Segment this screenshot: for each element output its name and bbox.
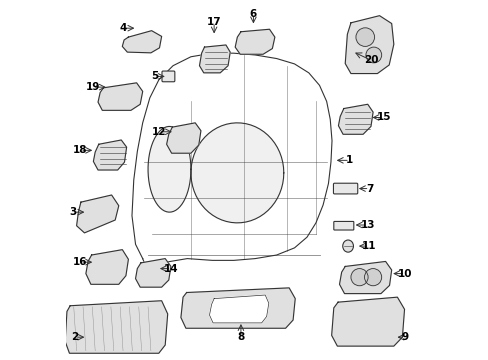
Polygon shape — [181, 288, 295, 328]
Text: 8: 8 — [237, 332, 244, 342]
Text: 4: 4 — [119, 23, 126, 33]
Polygon shape — [339, 261, 391, 294]
Polygon shape — [135, 258, 171, 287]
Text: 11: 11 — [362, 241, 376, 251]
Text: 2: 2 — [71, 332, 78, 342]
Polygon shape — [65, 301, 167, 353]
Polygon shape — [191, 123, 283, 223]
Text: 12: 12 — [151, 127, 166, 137]
FancyBboxPatch shape — [333, 221, 353, 230]
Circle shape — [365, 47, 381, 63]
Text: 7: 7 — [365, 184, 372, 194]
FancyBboxPatch shape — [333, 183, 357, 194]
Ellipse shape — [342, 240, 353, 252]
Polygon shape — [345, 16, 393, 73]
Circle shape — [364, 269, 381, 286]
Polygon shape — [209, 295, 268, 323]
Text: 20: 20 — [364, 55, 378, 65]
Text: 10: 10 — [397, 269, 412, 279]
Text: 5: 5 — [150, 71, 158, 81]
Polygon shape — [338, 104, 372, 134]
Text: 6: 6 — [249, 9, 257, 19]
Text: 9: 9 — [401, 332, 408, 342]
Polygon shape — [199, 45, 230, 73]
Text: 13: 13 — [360, 220, 374, 230]
Text: 15: 15 — [376, 112, 390, 122]
Text: 14: 14 — [163, 264, 178, 274]
Circle shape — [350, 269, 367, 286]
FancyBboxPatch shape — [162, 71, 175, 82]
Polygon shape — [98, 83, 142, 111]
Text: 17: 17 — [206, 17, 221, 27]
Polygon shape — [122, 31, 162, 53]
Text: 18: 18 — [73, 145, 87, 156]
Polygon shape — [132, 53, 331, 267]
Circle shape — [355, 28, 374, 46]
Polygon shape — [77, 195, 119, 233]
Polygon shape — [166, 123, 201, 153]
Text: 3: 3 — [69, 207, 77, 217]
Polygon shape — [235, 29, 274, 54]
Polygon shape — [86, 249, 128, 284]
Text: 19: 19 — [85, 82, 100, 92]
Polygon shape — [331, 297, 404, 346]
Text: 1: 1 — [346, 156, 353, 165]
Text: 16: 16 — [73, 257, 87, 267]
Polygon shape — [93, 140, 126, 170]
Polygon shape — [148, 126, 190, 212]
